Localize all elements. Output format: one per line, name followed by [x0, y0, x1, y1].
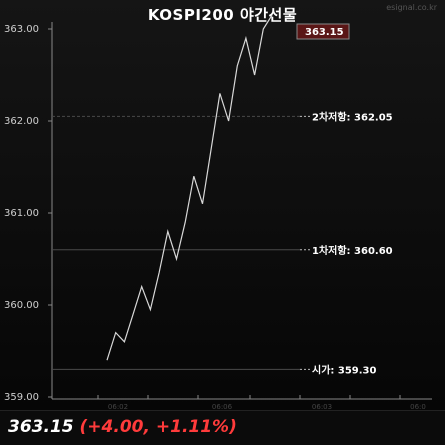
reference-label: 2차저항: 362.05: [312, 110, 393, 123]
price-footer: 363.15 (+4.00, +1.11%): [0, 410, 445, 445]
price-chart: 363.00 362.00 361.00 360.00 359.00 06:02 06:06…: [4, 14, 432, 410]
x-tick-label: 06:03: [312, 403, 332, 410]
price-change: (+4.00, +1.11%): [79, 417, 237, 437]
y-tick-label: 363.00: [4, 24, 39, 35]
x-tick-label: 06:0: [410, 403, 426, 410]
watermark: esignal.co.kr: [386, 3, 437, 12]
price-line: [106, 14, 273, 361]
current-price-box: [296, 23, 350, 40]
chart-title: KOSPI200 야간선물: [147, 6, 298, 24]
x-tick-label: 06:06: [212, 403, 233, 410]
price-summary: 363.15 (+4.00, +1.11%): [8, 417, 237, 437]
current-price: 363.15: [8, 417, 74, 437]
x-tick-label: 06:02: [108, 403, 128, 410]
y-tick-label: 361.00: [4, 208, 39, 219]
y-tick-label: 359.00: [4, 392, 39, 403]
current-price-label: 363.15: [305, 27, 344, 38]
y-tick-label: 360.00: [4, 300, 39, 311]
title-bar: KOSPI200 야간선물 esignal.co.kr: [0, 0, 445, 38]
y-tick-label: 362.00: [4, 116, 39, 127]
reference-label: 시가: 359.30: [312, 363, 377, 376]
reference-label: 1차저항: 360.60: [312, 244, 393, 257]
